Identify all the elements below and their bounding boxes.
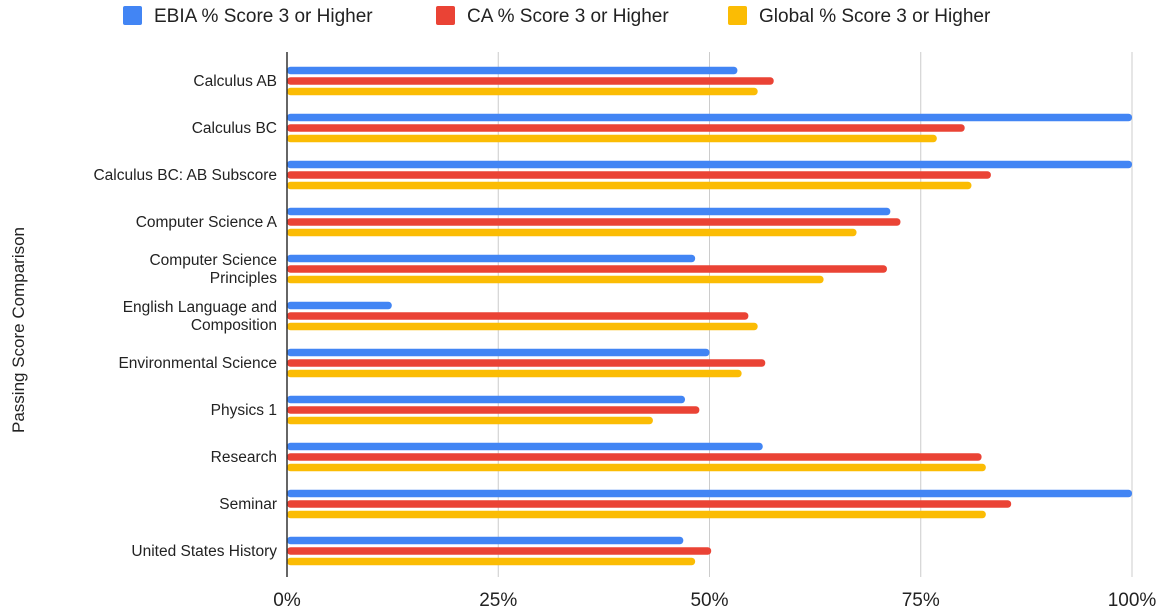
category-label-10: Seminar — [219, 496, 277, 513]
bar-1-series-3 — [287, 87, 758, 96]
category-labels: Calculus AB Calculus BC Calculus BC: AB Su… — [93, 73, 277, 560]
bar-7-series-1 — [287, 348, 710, 357]
bar-8-series-2 — [287, 406, 700, 414]
bar-2-series-1 — [287, 113, 1132, 122]
bar-9-series-1 — [287, 442, 763, 451]
bar-3-series-3 — [287, 181, 972, 190]
category-label-4: Computer Science A — [136, 214, 278, 231]
bar-9-series-2 — [287, 453, 982, 461]
bar-10-series-1 — [287, 489, 1132, 498]
bar-11-series-1 — [287, 536, 684, 545]
bar-8-series-3 — [287, 416, 653, 425]
x-tick-label-1: 0% — [273, 590, 301, 610]
bar-2-series-2 — [287, 124, 965, 132]
bar-10-series-2 — [287, 500, 1012, 508]
legend-swatch-2 — [436, 6, 455, 25]
bars — [287, 66, 1132, 566]
category-label-6: English Language and Composition — [123, 299, 277, 334]
bar-11-series-2 — [287, 547, 712, 555]
bar-10-series-3 — [287, 510, 986, 519]
bar-6-series-3 — [287, 322, 758, 331]
category-label-8: Physics 1 — [211, 402, 277, 419]
bar-4-series-1 — [287, 207, 891, 216]
bar-5-series-3 — [287, 275, 824, 284]
category-label-5: Computer Science Principles — [149, 252, 277, 287]
bar-3-series-1 — [287, 160, 1132, 169]
bar-6-series-2 — [287, 312, 749, 320]
x-tick-label-4: 75% — [902, 590, 940, 610]
y-axis-title: Passing Score Comparison — [9, 227, 28, 433]
bar-2-series-3 — [287, 134, 937, 143]
bar-11-series-3 — [287, 557, 696, 566]
category-label-7: Environmental Science — [118, 355, 277, 372]
legend-label-3: Global % Score 3 or Higher — [759, 6, 991, 27]
bar-8-series-1 — [287, 395, 685, 404]
bar-4-series-2 — [287, 218, 901, 226]
bar-7-series-2 — [287, 359, 766, 367]
bar-3-series-2 — [287, 171, 991, 179]
bar-5-series-1 — [287, 254, 696, 263]
x-tick-label-3: 50% — [690, 590, 728, 610]
bar-1-series-1 — [287, 66, 738, 75]
legend: EBIA % Score 3 or Higher CA % Score 3 or … — [123, 6, 991, 27]
legend-label-2: CA % Score 3 or Higher — [467, 6, 669, 27]
category-label-9: Research — [211, 449, 277, 466]
bar-1-series-2 — [287, 77, 774, 85]
legend-swatch-1 — [123, 6, 142, 25]
bar-4-series-3 — [287, 228, 857, 237]
legend-swatch-3 — [728, 6, 747, 25]
category-label-2: Calculus BC — [192, 120, 277, 137]
bar-6-series-1 — [287, 301, 392, 310]
x-tick-label-2: 25% — [479, 590, 517, 610]
category-label-3: Calculus BC: AB Subscore — [93, 167, 277, 184]
legend-label-1: EBIA % Score 3 or Higher — [154, 6, 373, 27]
category-label-1: Calculus AB — [193, 73, 277, 90]
x-tick-labels: 0% 25% 50% 75% 100% — [273, 590, 1157, 611]
x-tick-label-5: 100% — [1108, 590, 1157, 610]
category-label-11: United States History — [131, 543, 277, 560]
bar-5-series-2 — [287, 265, 887, 273]
bar-9-series-3 — [287, 463, 986, 472]
bar-7-series-3 — [287, 369, 742, 378]
